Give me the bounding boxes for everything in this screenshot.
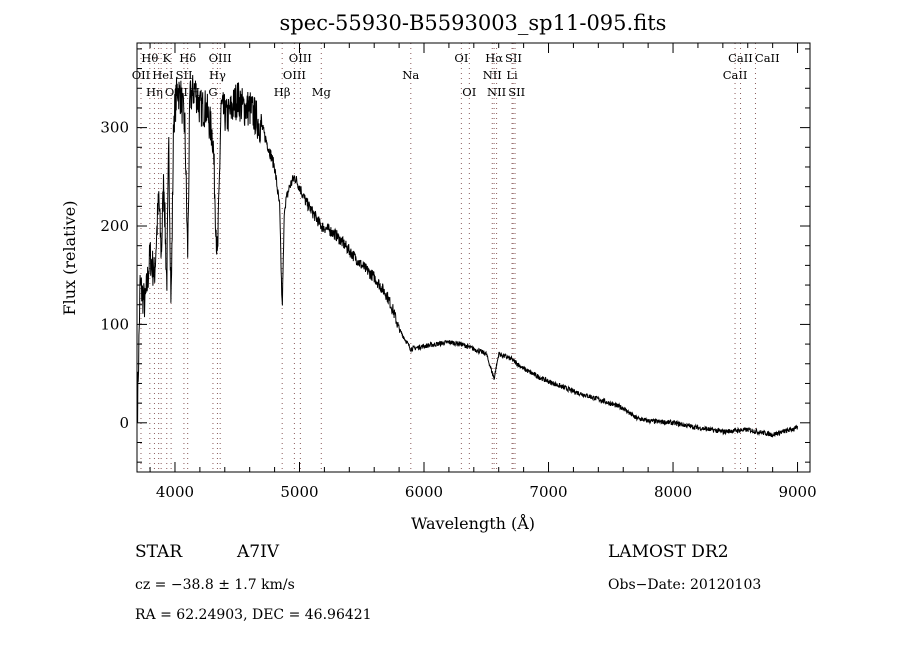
line-id-label: SII xyxy=(176,68,193,82)
line-id-label: Li xyxy=(506,68,518,82)
line-id-label: CaII xyxy=(723,68,748,82)
line-id-label: OI xyxy=(454,51,468,65)
obs-date: Obs−Date: 20120103 xyxy=(608,577,761,593)
spectrum-line xyxy=(137,74,798,438)
survey-name: LAMOST DR2 xyxy=(608,542,729,562)
y-tick-label: 100 xyxy=(100,315,129,333)
x-tick-label: 7000 xyxy=(529,483,567,501)
line-id-label: Hη xyxy=(146,85,163,99)
x-tick-label: 6000 xyxy=(405,483,443,501)
line-id-label: Hθ xyxy=(141,51,158,65)
line-id-label: NII xyxy=(487,85,506,99)
y-tick-label: 300 xyxy=(100,119,129,137)
line-id-label: HeI xyxy=(152,68,173,82)
plot-frame xyxy=(136,42,811,473)
line-id-label: OII xyxy=(132,68,151,82)
line-id-label: SII xyxy=(505,51,522,65)
y-tick-label: 0 xyxy=(119,414,129,432)
line-id-label: G xyxy=(208,85,217,99)
subclass: A7IV xyxy=(236,542,280,562)
line-id-label: Na xyxy=(402,68,419,82)
chart-title: spec-55930-B5593003_sp11-095.fits xyxy=(280,11,667,35)
line-id-label: CaII xyxy=(755,51,780,65)
redshift: cz = −38.8 ± 1.7 km/s xyxy=(135,577,295,593)
line-id-label: OIII xyxy=(283,68,306,82)
line-id-label: NII xyxy=(483,68,502,82)
x-tick-label: 9000 xyxy=(778,483,816,501)
line-id-label: OIII xyxy=(289,51,312,65)
line-id-label: K xyxy=(163,51,172,65)
line-id-label: OI xyxy=(462,85,476,99)
line-id-label: Hδ xyxy=(179,51,196,65)
y-axis-label: Flux (relative) xyxy=(60,201,79,316)
line-id-label: H xyxy=(190,85,200,99)
axis-ticks: 4000 5000 6000 7000 8000 9000 0 100 200 300 xyxy=(100,43,817,501)
x-tick-label: 4000 xyxy=(156,483,194,501)
line-id-label: SII xyxy=(508,85,525,99)
line-id-label: Mg xyxy=(312,85,332,99)
line-id-label: Hα xyxy=(485,51,503,65)
line-id-label: Hβ xyxy=(274,85,291,99)
object-type: STAR xyxy=(135,542,183,562)
line-id-label: Hγ xyxy=(209,68,226,82)
line-id-label: OIII xyxy=(209,51,232,65)
x-tick-label: 5000 xyxy=(280,483,318,501)
x-tick-label: 8000 xyxy=(654,483,692,501)
line-id-label: CaII xyxy=(728,51,753,65)
x-axis-label: Wavelength (Å) xyxy=(411,513,535,533)
y-tick-label: 200 xyxy=(100,217,129,235)
coordinates: RA = 62.24903, DEC = 46.96421 xyxy=(135,607,372,623)
